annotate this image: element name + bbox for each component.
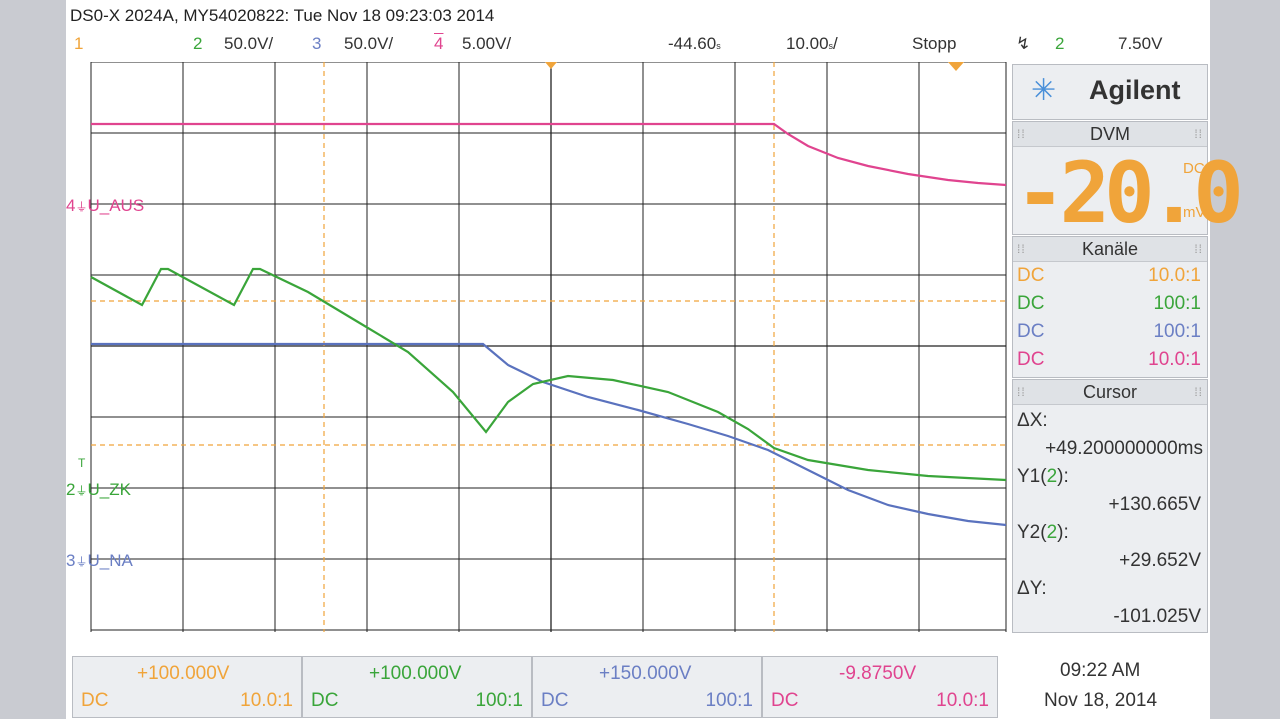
ch1-ratio: 10.0:1 — [240, 690, 293, 711]
drag-handle-icon: ⁞⁞ — [1194, 127, 1203, 141]
delta-y-value: -101.025V — [1113, 606, 1201, 627]
trace-u-na — [91, 342, 1007, 527]
delta-y-label: ΔY: — [1017, 578, 1047, 599]
waveform-svg — [68, 62, 1008, 632]
delay-marker — [948, 62, 964, 71]
ch3-offset: +150.000V — [599, 663, 692, 684]
drag-handle-icon: ⁞⁞ — [1194, 385, 1203, 399]
ch2-ratio: 100:1 — [475, 690, 523, 711]
y2-label: Y2(2): — [1017, 522, 1069, 543]
delta-x-value: +49.200000000ms — [1045, 438, 1203, 459]
ch2-coupling: DC — [311, 690, 339, 711]
trigger-t-marker: T — [78, 456, 86, 470]
agilent-spark-icon: ✳ — [1031, 74, 1057, 107]
clock-date: Nov 18, 2014 — [1044, 690, 1158, 711]
trigger-edge-icon: ↯ — [1016, 34, 1031, 53]
timebase-readout: 10.00s/ — [786, 34, 838, 53]
channel-2-coupling: DC — [1017, 293, 1045, 314]
ch4-coupling: DC — [771, 690, 799, 711]
dvm-title: DVM — [1013, 122, 1207, 147]
ch3-coupling: DC — [541, 690, 569, 711]
bottom-channel-3[interactable]: +150.000V DC 100:1 — [532, 656, 762, 718]
ch3-indicator[interactable]: 3 — [312, 34, 322, 53]
channel-4-ratio: 10.0:1 — [1148, 349, 1201, 370]
run-state[interactable]: Stopp — [912, 34, 957, 53]
dvm-unit-mv: mV — [1183, 204, 1206, 221]
ch2-offset: +100.000V — [369, 663, 462, 684]
u-aus-label[interactable]: 4⏚U_AUS — [66, 196, 145, 215]
ch2-indicator[interactable]: 2 — [193, 34, 203, 53]
delta-x-label: ΔX: — [1017, 410, 1048, 431]
dvm-panel[interactable]: DVM ⁞⁞ ⁞⁞ -20.0 DC mV — [1012, 121, 1244, 242]
bottom-channel-4[interactable]: -9.8750V DC 10.0:1 — [762, 656, 998, 718]
drag-handle-icon: ⁞⁞ — [1194, 242, 1203, 256]
ch2-scale: 50.0V/ — [224, 34, 274, 53]
delay-readout: -44.60s — [668, 34, 721, 53]
channel-1-ratio: 10.0:1 — [1148, 265, 1201, 286]
channel-4-coupling: DC — [1017, 349, 1045, 370]
ch3-ratio: 100:1 — [705, 690, 753, 711]
trigger-level: 7.50V — [1118, 34, 1163, 53]
brand-box: ✳ Agilent — [1012, 64, 1208, 120]
clock-time: 09:22 AM — [1060, 660, 1141, 681]
channel-2-ratio: 100:1 — [1153, 293, 1201, 314]
drag-handle-icon: ⁞⁞ — [1017, 385, 1026, 399]
u-na-label[interactable]: 3⏚U_NA — [66, 551, 133, 570]
ch1-coupling: DC — [81, 690, 109, 711]
ch4-indicator[interactable]: 4 — [434, 34, 444, 53]
trace-u-zk — [90, 267, 1007, 482]
ch3-scale: 50.0V/ — [344, 34, 394, 53]
u-zk-label[interactable]: 2⏚U_ZK — [66, 480, 131, 499]
channels-title: Kanäle — [1013, 237, 1207, 262]
ch1-indicator[interactable]: 1 — [74, 34, 84, 53]
dvm-unit-dc: DC — [1183, 160, 1205, 177]
trace-u-aus — [91, 122, 1007, 187]
trigger-channel: 2 — [1055, 34, 1065, 53]
cursor-panel[interactable]: Cursor ⁞⁞ ⁞⁞ ΔX: +49.200000000ms Y1(2): … — [1012, 379, 1208, 633]
drag-handle-icon: ⁞⁞ — [1017, 242, 1026, 256]
ch4-scale: 5.00V/ — [462, 34, 512, 53]
trigger-position-marker — [545, 62, 557, 69]
ch4-offset: -9.8750V — [839, 663, 917, 684]
bottom-channel-2[interactable]: +100.000V DC 100:1 — [302, 656, 532, 718]
channel-3-coupling: DC — [1017, 321, 1045, 342]
cursor-lines — [91, 62, 1006, 632]
device-info: DS0-X 2024A, MY54020822: Tue Nov 18 09:2… — [70, 6, 495, 25]
y2-value: +29.652V — [1119, 550, 1201, 571]
y1-label: Y1(2): — [1017, 466, 1069, 487]
channel-3-ratio: 100:1 — [1153, 321, 1201, 342]
grid — [90, 62, 1007, 632]
ch1-offset: +100.000V — [137, 663, 230, 684]
bottom-channel-1[interactable]: +100.000V DC 10.0:1 — [72, 656, 302, 718]
channel-1-coupling: DC — [1017, 265, 1045, 286]
channels-panel[interactable]: Kanäle ⁞⁞ ⁞⁞ DC 10.0:1 DC 100:1 DC 100:1… — [1012, 236, 1208, 378]
dvm-value: -20.0 — [1015, 144, 1244, 242]
waveform-display[interactable] — [68, 62, 1008, 632]
ch4-ratio: 10.0:1 — [936, 690, 989, 711]
cursor-title: Cursor — [1013, 380, 1207, 405]
drag-handle-icon: ⁞⁞ — [1017, 127, 1026, 141]
brand-name: Agilent — [1089, 75, 1181, 105]
y1-value: +130.665V — [1108, 494, 1201, 515]
